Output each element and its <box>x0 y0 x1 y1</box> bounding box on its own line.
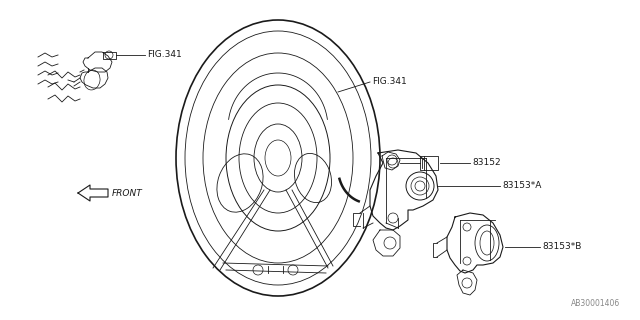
Text: 83153*B: 83153*B <box>542 242 581 251</box>
Text: AB30001406: AB30001406 <box>571 299 620 308</box>
Text: FIG.341: FIG.341 <box>147 50 182 59</box>
Text: 83153*A: 83153*A <box>502 180 541 189</box>
Text: FRONT: FRONT <box>112 188 143 197</box>
Text: 83152: 83152 <box>472 157 500 166</box>
Text: FIG.341: FIG.341 <box>372 76 407 85</box>
